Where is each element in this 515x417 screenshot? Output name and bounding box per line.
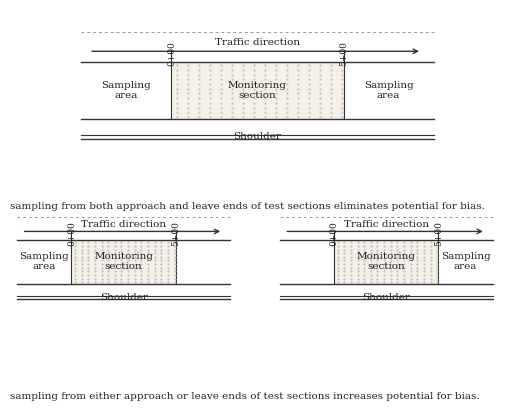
Text: sampling from both approach and leave ends of test sections eliminates potential: sampling from both approach and leave en… [10,202,485,211]
Text: Sampling
area: Sampling area [441,252,490,271]
Text: sampling from either approach or leave ends of test sections increases potential: sampling from either approach or leave e… [10,392,480,401]
Text: Shoulder: Shoulder [363,293,410,302]
Text: Traffic direction: Traffic direction [344,220,429,229]
Text: 0+00: 0+00 [330,221,339,246]
Text: Sampling
area: Sampling area [364,81,414,100]
Text: 0+00: 0+00 [67,221,76,246]
Text: Shoulder: Shoulder [234,132,281,141]
Text: Traffic direction: Traffic direction [215,38,300,47]
Text: Sampling
area: Sampling area [20,252,69,271]
Text: 5+00: 5+00 [434,221,443,246]
Text: Monitoring
section: Monitoring section [94,252,153,271]
Text: 5+00: 5+00 [171,221,180,246]
Text: Monitoring
section: Monitoring section [357,252,416,271]
Text: Traffic direction: Traffic direction [81,220,166,229]
Text: Sampling
area: Sampling area [101,81,151,100]
Text: Monitoring
section: Monitoring section [228,81,287,100]
Text: 0+00: 0+00 [167,41,176,66]
Bar [334,240,438,284]
Text: Shoulder: Shoulder [100,293,147,302]
Bar [72,240,176,284]
Text: 5+00: 5+00 [339,41,348,66]
Bar [171,62,344,119]
